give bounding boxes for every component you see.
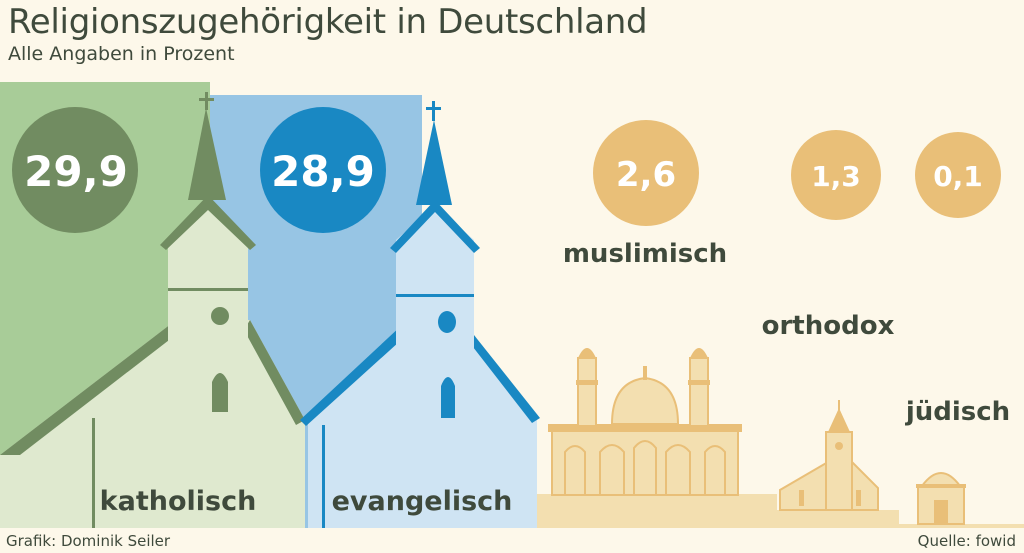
orthodox-ground [777, 510, 899, 528]
muslimisch-value-bubble [593, 120, 699, 226]
chart-subtitle: Alle Angaben in Prozent [8, 43, 235, 65]
synagogue-icon [916, 472, 966, 525]
juedisch-value-bubble [915, 132, 1001, 218]
juedisch-category-label: jüdisch [905, 397, 1010, 427]
orthodox-value-bubble [791, 130, 881, 220]
katholisch-category-label: katholisch [100, 486, 257, 517]
credit-author: Grafik: Dominik Seiler [6, 532, 171, 550]
orthodox-church-icon [779, 400, 879, 511]
evangelisch-church-icon [300, 101, 540, 528]
katholisch-church-icon [0, 92, 305, 528]
orthodox-value-label: 1,3 [811, 160, 861, 193]
muslimisch-ground [537, 494, 777, 528]
mosque-icon [548, 348, 742, 496]
evangelisch-value-label: 28,9 [271, 147, 375, 196]
chart-title: Religionszugehörigkeit in Deutschland [8, 2, 648, 42]
katholisch-value-bubble [12, 107, 138, 233]
orthodox-category-label: orthodox [762, 311, 895, 341]
muslimisch-category-label: muslimisch [563, 239, 727, 269]
katholisch-value-label: 29,9 [24, 147, 128, 196]
credit-source: Quelle: fowid [917, 532, 1016, 550]
muslimisch-value-label: 2,6 [616, 155, 676, 195]
evangelisch-category-label: evangelisch [332, 486, 513, 517]
juedisch-value-label: 0,1 [933, 160, 983, 193]
juedisch-ground [899, 524, 1024, 528]
evangelisch-value-bubble [260, 107, 386, 233]
